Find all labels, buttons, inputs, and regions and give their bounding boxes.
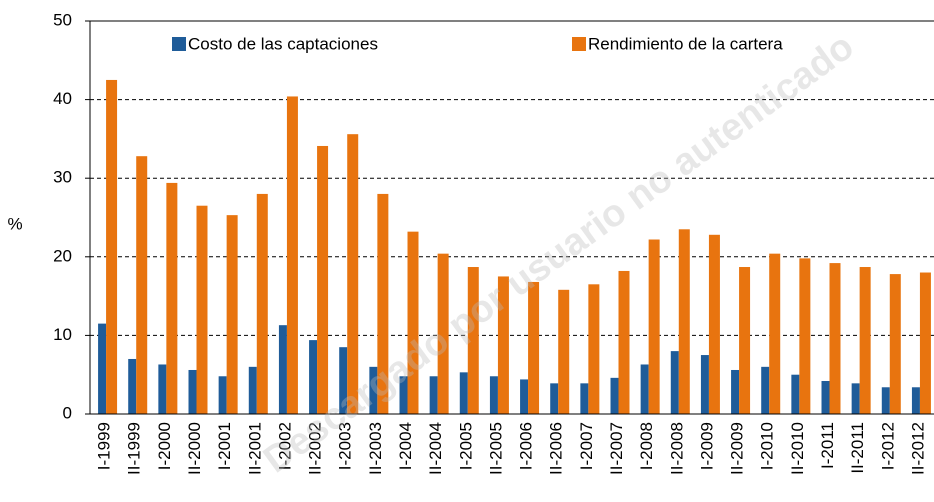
x-tick-label: I-2011 <box>818 422 837 469</box>
bar <box>467 267 479 414</box>
x-tick-label: I-2007 <box>577 422 596 470</box>
bar <box>528 281 540 414</box>
bar <box>851 383 860 414</box>
bar <box>610 377 619 414</box>
bar <box>128 358 137 414</box>
bar <box>911 387 920 414</box>
x-tick-label: II-2000 <box>185 422 204 475</box>
bar <box>369 366 378 414</box>
bar <box>497 276 509 414</box>
bar <box>429 376 438 414</box>
bar <box>670 351 679 414</box>
x-tick-label: I-2003 <box>336 422 355 470</box>
x-tick-label: I-2009 <box>697 422 716 470</box>
legend-label: Rendimiento de la cartera <box>588 34 783 53</box>
legend-label: Costo de las captaciones <box>188 34 378 53</box>
bar <box>98 323 107 414</box>
x-tick-label: II-2001 <box>245 422 264 475</box>
bar <box>618 270 630 414</box>
bar <box>278 325 287 414</box>
bar <box>731 369 740 414</box>
bar <box>196 205 208 414</box>
y-tick-label: 10 <box>53 325 72 344</box>
bar <box>286 96 298 415</box>
bar <box>248 366 257 414</box>
y-axis-label: % <box>7 214 22 233</box>
bar <box>769 253 781 414</box>
x-tick-label: I-2010 <box>758 422 777 470</box>
bar <box>550 383 559 414</box>
x-tick-label: II-2005 <box>486 422 505 475</box>
x-tick-label: I-2012 <box>878 422 897 470</box>
x-tick-label: II-2007 <box>607 422 626 475</box>
x-tick-label: II-2009 <box>728 422 747 475</box>
x-tick-label: II-2012 <box>908 422 927 475</box>
x-tick-label: II-1999 <box>125 422 144 475</box>
x-tick-label: I-2000 <box>155 422 174 470</box>
bar <box>829 263 841 414</box>
legend-swatch <box>572 37 586 51</box>
x-tick-label: II-2010 <box>788 422 807 475</box>
bar <box>520 379 529 414</box>
x-tick-label: II-2002 <box>306 422 325 475</box>
bar <box>347 134 359 414</box>
legend-swatch <box>172 37 186 51</box>
x-tick-label: II-2011 <box>848 422 867 474</box>
bar <box>399 376 408 414</box>
bar <box>188 369 197 414</box>
bar <box>761 366 770 414</box>
x-tick-label: I-2001 <box>215 422 234 470</box>
bar <box>459 372 468 414</box>
bar <box>821 380 830 414</box>
x-tick-label: II-2008 <box>667 422 686 475</box>
bar <box>377 193 389 414</box>
y-tick-label: 20 <box>53 246 72 265</box>
bar <box>317 145 329 414</box>
bar <box>791 374 800 414</box>
x-tick-label: I-1999 <box>95 422 114 470</box>
y-tick-label: 50 <box>53 10 72 29</box>
bar <box>437 253 449 414</box>
bar <box>700 355 709 414</box>
bar <box>158 364 167 414</box>
x-tick-label: I-2005 <box>456 422 475 470</box>
bar <box>558 289 570 414</box>
x-tick-label: II-2006 <box>547 422 566 475</box>
y-tick-label: 40 <box>53 89 72 108</box>
bar <box>678 229 690 414</box>
bar <box>136 156 148 414</box>
bar <box>106 79 118 414</box>
x-tick-label: II-2003 <box>366 422 385 475</box>
bar <box>648 239 660 414</box>
bar <box>588 284 600 414</box>
x-tick-label: I-2004 <box>396 422 415 470</box>
bar <box>889 274 901 414</box>
bar <box>708 234 720 414</box>
bar <box>640 364 649 414</box>
x-tick-label: I-2008 <box>637 422 656 470</box>
bar <box>256 193 268 414</box>
y-tick-label: 30 <box>53 168 72 187</box>
bar <box>166 182 178 414</box>
bar <box>489 376 498 414</box>
x-tick-label: I-2006 <box>517 422 536 470</box>
bar <box>739 267 751 414</box>
bar <box>226 215 238 414</box>
x-tick-label: I-2002 <box>275 422 294 470</box>
bar <box>309 340 318 414</box>
x-tick-label: II-2004 <box>426 422 445 475</box>
bar <box>799 258 811 414</box>
y-tick-label: 0 <box>63 403 72 422</box>
bar <box>218 376 227 414</box>
bar <box>859 267 871 414</box>
bar <box>407 231 419 414</box>
bar <box>580 383 589 414</box>
bar <box>339 347 348 414</box>
bar <box>919 272 931 414</box>
bar <box>881 387 890 414</box>
